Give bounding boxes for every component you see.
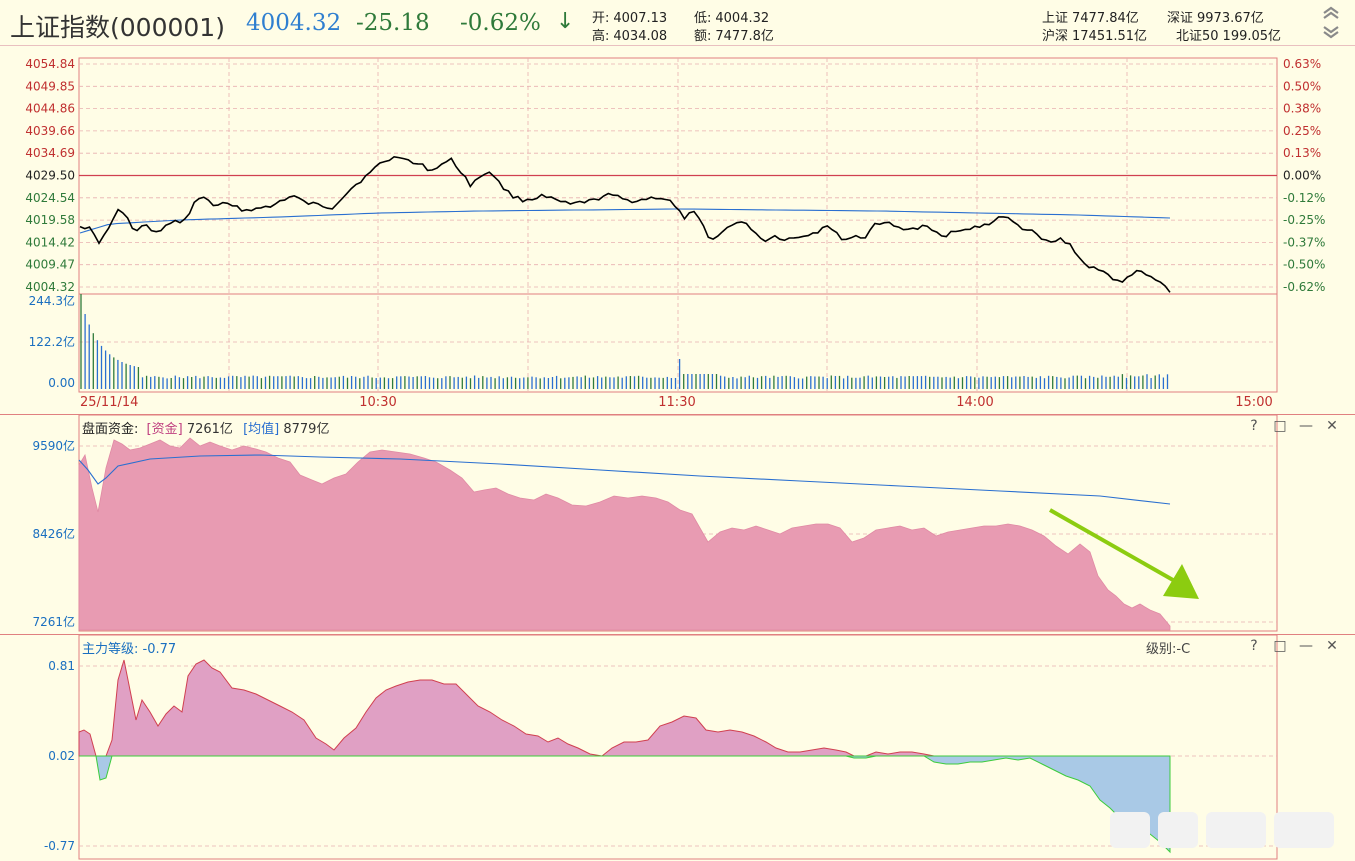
- pct-tick: 0.25%: [1283, 124, 1321, 138]
- close-icon[interactable]: ✕: [1326, 638, 1338, 654]
- close-icon[interactable]: ✕: [1326, 418, 1338, 434]
- volume-tick: 244.3亿: [29, 293, 75, 308]
- price-tick: 4049.85: [25, 79, 75, 93]
- quote-header: 上证指数(000001) 4004.32 -25.18 -0.62% ↓ 开: 4…: [0, 0, 1355, 46]
- price-tick: 4054.84: [25, 57, 75, 71]
- time-label: 11:30: [658, 395, 695, 410]
- help-icon[interactable]: ?: [1250, 418, 1258, 434]
- scroll-up-icon[interactable]: [1322, 6, 1340, 20]
- main-panel-controls: ? □ — ✕: [1241, 638, 1345, 654]
- price-tick: 4014.42: [25, 235, 75, 249]
- scroll-down-icon[interactable]: [1322, 25, 1340, 39]
- time-axis: 25/11/14 10:30 11:30 14:00 15:00: [80, 395, 1273, 410]
- fund-tick: 9590亿: [32, 438, 75, 453]
- fund-tick: 8426亿: [32, 526, 75, 541]
- price-change: -25.18: [356, 10, 430, 36]
- pct-tick: -0.50%: [1283, 258, 1325, 272]
- sh-turnover: 上证 7477.84亿: [1042, 11, 1139, 26]
- fund-title-row: 盘面资金: [资金] 7261亿 [均值] 8779亿: [82, 422, 330, 437]
- amount-stat: 额: 7477.8亿: [694, 29, 774, 44]
- volume-bars: [80, 294, 1169, 389]
- low-stat: 低: 4004.32: [694, 11, 770, 26]
- price-tick: 4039.66: [25, 124, 75, 138]
- high-stat: 高: 4034.08: [592, 29, 668, 44]
- main-title-row: 主力等级: -0.77: [82, 642, 177, 657]
- intraday-price-chart[interactable]: 4054.84 4049.85 4044.86 4039.66 4034.69 4029.…: [0, 46, 1355, 414]
- volume-tick: 0.00: [48, 376, 75, 390]
- watermark: [1110, 812, 1342, 848]
- main-force-panel: 0.81 0.02 -0.77 主力等级: -0.77 级别:-C ? □ — ✕: [0, 634, 1355, 861]
- fund-average-line: [78, 454, 1171, 505]
- pct-tick: -0.12%: [1283, 191, 1325, 205]
- main-force-chart[interactable]: 0.81 0.02 -0.77: [0, 634, 1355, 861]
- fund-tick: 7261亿: [32, 614, 75, 629]
- pct-tick: 0.50%: [1283, 79, 1321, 93]
- grade-label: 级别:-C: [1146, 642, 1191, 657]
- main-negative-area: [79, 755, 1171, 854]
- time-label: 14:00: [956, 395, 993, 410]
- price-tick: 4034.69: [25, 146, 75, 160]
- main-axis: 0.81 0.02 -0.77: [44, 659, 75, 853]
- pct-axis-right: 0.63% 0.50% 0.38% 0.25% 0.13% 0.00% -0.12% -0.2…: [1283, 57, 1325, 294]
- price-tick: 4024.54: [25, 191, 75, 205]
- fund-chart[interactable]: 9590亿 8426亿 7261亿: [0, 414, 1355, 634]
- pct-tick: 0.63%: [1283, 57, 1321, 71]
- current-price: 4004.32: [246, 10, 342, 36]
- pct-tick: 0.13%: [1283, 146, 1321, 160]
- average-price-line: [79, 208, 1171, 234]
- pct-tick: -0.25%: [1283, 213, 1325, 227]
- maximize-icon[interactable]: □: [1273, 638, 1287, 654]
- pct-tick: -0.37%: [1283, 235, 1325, 249]
- price-tick: 4009.47: [25, 258, 75, 272]
- bz50-turnover: 北证50 199.05亿: [1176, 29, 1282, 44]
- fund-panel: 9590亿 8426亿 7261亿 盘面资金: [资金] 7261亿 [均值] 87…: [0, 414, 1355, 634]
- help-icon[interactable]: ?: [1250, 638, 1258, 654]
- main-positive-area: [78, 659, 1170, 757]
- price-change-pct: -0.62%: [460, 10, 541, 36]
- fund-panel-controls: ? □ — ✕: [1241, 418, 1345, 434]
- pct-tick: 0.38%: [1283, 102, 1321, 116]
- trend-arrow-icon: [1049, 508, 1199, 599]
- price-axis-left: 4054.84 4049.85 4044.86 4039.66 4034.69 4029.…: [25, 57, 75, 294]
- price-tick: 4019.58: [25, 213, 75, 227]
- maximize-icon[interactable]: □: [1273, 418, 1287, 434]
- volume-tick: 122.2亿: [29, 334, 75, 349]
- price-tick: 4004.32: [25, 280, 75, 294]
- price-grid: [78, 57, 1278, 393]
- price-tick: 4044.86: [25, 102, 75, 116]
- minimize-icon[interactable]: —: [1299, 418, 1313, 434]
- minimize-icon[interactable]: —: [1299, 638, 1313, 654]
- down-arrow-icon: ↓: [556, 9, 575, 34]
- pct-tick: 0.00%: [1283, 169, 1321, 183]
- time-label: 15:00: [1235, 395, 1272, 410]
- hs-turnover: 沪深 17451.51亿: [1042, 29, 1148, 44]
- price-line: [79, 155, 1171, 293]
- volume-axis: 244.3亿 122.2亿 0.00: [29, 293, 75, 390]
- main-tick: 0.81: [48, 659, 75, 673]
- index-name: 上证指数(000001): [10, 13, 225, 42]
- open-stat: 开: 4007.13: [592, 11, 668, 26]
- time-label: 10:30: [359, 395, 396, 410]
- pct-tick: -0.62%: [1283, 280, 1325, 294]
- fund-axis: 9590亿 8426亿 7261亿: [32, 438, 75, 629]
- fund-area: [78, 437, 1171, 631]
- time-label: 25/11/14: [80, 395, 138, 410]
- price-tick: 4029.50: [25, 169, 75, 183]
- main-tick: 0.02: [48, 749, 75, 763]
- main-tick: -0.77: [44, 839, 75, 853]
- sz-turnover: 深证 9973.67亿: [1167, 11, 1264, 26]
